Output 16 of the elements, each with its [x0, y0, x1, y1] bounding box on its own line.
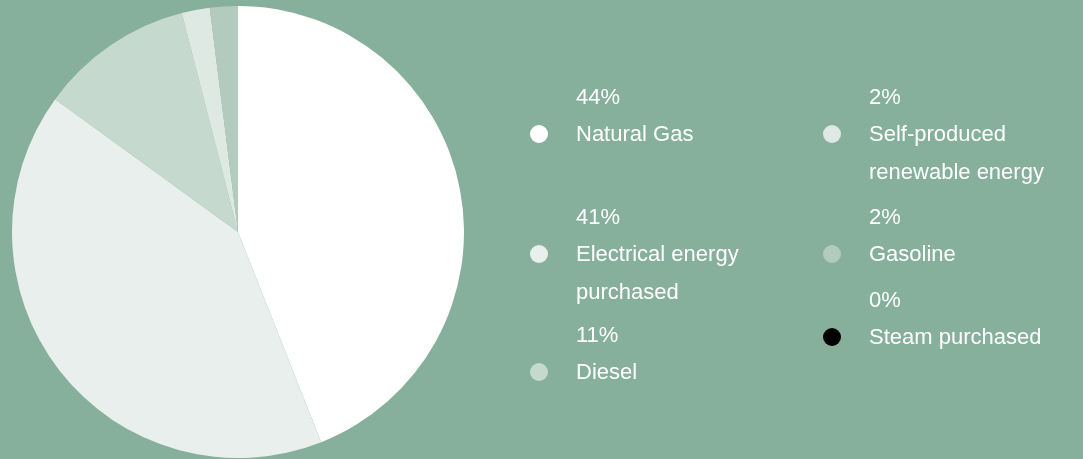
- legend-label: Self-produced renewable energy: [869, 120, 1045, 186]
- data-label: 2%: [869, 83, 902, 111]
- legend-label: Electrical energy purchased: [576, 240, 740, 306]
- legend-label: Steam purchased: [869, 323, 1043, 351]
- data-label: 11%: [576, 321, 620, 349]
- pie-slice: [181, 7, 238, 232]
- legend-label: Gasoline: [869, 240, 957, 268]
- data-label: 41%: [576, 203, 622, 231]
- legend-label: Diesel: [576, 358, 639, 386]
- pie-slice: [238, 6, 464, 443]
- legend-label: Natural Gas: [576, 120, 695, 148]
- data-label: 44%: [576, 83, 622, 111]
- pie-slice: [12, 99, 322, 458]
- data-label: 2%: [869, 203, 902, 231]
- text: 0%: [869, 287, 901, 312]
- pie-slice: [55, 13, 238, 232]
